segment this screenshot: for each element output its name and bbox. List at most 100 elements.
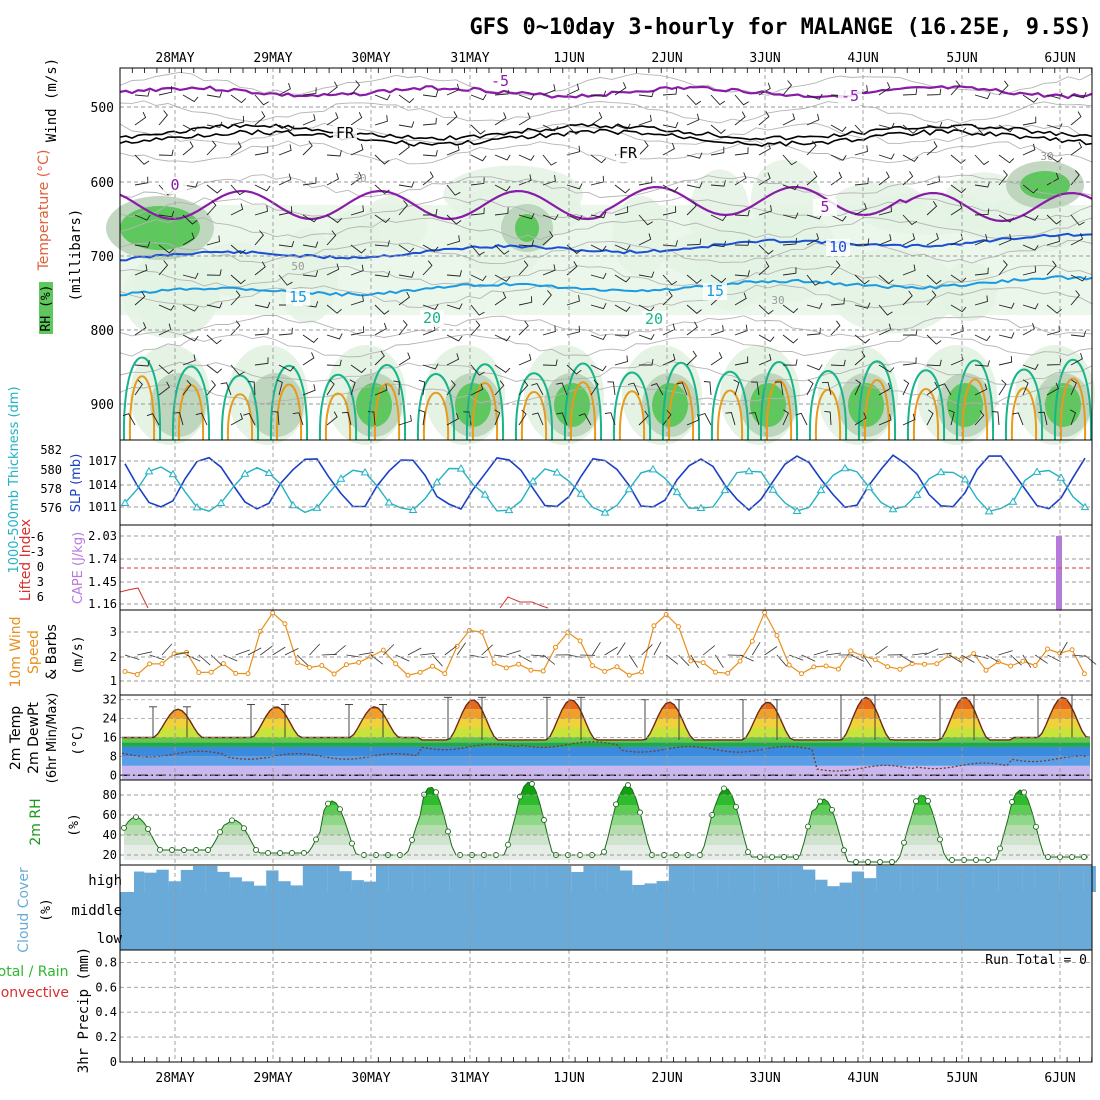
wind-speed-marker — [737, 658, 743, 664]
wind-barb — [1046, 172, 1059, 186]
wind-barb-10m — [813, 650, 829, 656]
date-label-bottom: 4JUN — [847, 1071, 878, 1086]
wind-barb — [974, 410, 985, 426]
wind-barb — [638, 271, 655, 278]
rh-marker — [241, 825, 247, 832]
wind-barb — [182, 124, 199, 132]
wind-speed-marker — [725, 670, 731, 676]
cloud-high-bar — [1034, 866, 1048, 892]
rh-marker — [937, 836, 943, 843]
precip-tick-label: 0.8 — [95, 955, 117, 969]
rh-contour — [119, 216, 1093, 241]
rh-contour — [119, 240, 1093, 265]
wind-barb — [518, 353, 532, 366]
wind-barb — [590, 303, 607, 310]
wind-barb — [662, 142, 675, 156]
temp-contour-20 — [808, 370, 848, 441]
wind10-axis-label: 10m Wind — [8, 616, 24, 687]
wind-barb — [398, 291, 410, 306]
contour-label-bg — [420, 310, 444, 327]
cloud-high-bar — [376, 866, 389, 892]
wind-barb — [292, 412, 304, 426]
wind-barb-10m — [198, 654, 211, 666]
wind-barb — [134, 214, 151, 221]
contour-label-bg — [826, 239, 850, 256]
thickness-marker — [864, 482, 874, 491]
wind-barb — [830, 260, 841, 276]
wind-barb — [350, 326, 365, 336]
thickness-marker — [840, 463, 850, 472]
thickness-marker — [576, 489, 586, 497]
wind-barb — [878, 304, 893, 316]
wind-barb — [542, 359, 558, 366]
wind-barb — [158, 381, 170, 396]
wind-barb-10m — [998, 650, 1013, 656]
slp-axis-label: SLP (mb) — [69, 454, 84, 513]
contour-label: -5 — [491, 72, 509, 90]
wind-axis-label: Wind (m/s) — [44, 58, 60, 142]
thickness-tick-label: 582 — [40, 443, 62, 457]
wind-barb — [326, 214, 343, 224]
wind-speed-marker — [307, 665, 312, 671]
cloud-high-bar — [803, 869, 816, 892]
wind-barb — [302, 87, 317, 96]
wind-barb — [254, 357, 269, 366]
wind-barb-10m — [1059, 641, 1068, 656]
date-label-bottom: 3JUN — [749, 1071, 780, 1086]
temp-color-band — [122, 742, 1090, 747]
wind-barb — [902, 170, 914, 186]
cloud-high-bar — [254, 885, 267, 892]
temp-contour-20 — [416, 373, 456, 441]
wind-barb — [1046, 214, 1062, 225]
wind-speed-marker — [922, 661, 927, 667]
thickness-marker — [216, 498, 226, 506]
wind-barb — [998, 214, 1015, 223]
wind-barb — [158, 323, 172, 336]
wind-barb — [542, 154, 557, 166]
wind-barb — [248, 380, 256, 396]
wind-barb — [734, 324, 748, 336]
wind-barb — [470, 304, 485, 316]
temp-tick-label: 24 — [103, 712, 117, 726]
contour-label: FR — [336, 124, 355, 142]
rh-marker — [757, 854, 763, 860]
wind-barb — [590, 334, 607, 341]
rh-legend-swatch — [39, 282, 53, 334]
wind-barb — [418, 379, 426, 396]
wind-barb — [302, 114, 316, 126]
wind-barb — [749, 412, 760, 426]
wind-barb — [1022, 322, 1035, 336]
wind-barb — [230, 115, 245, 126]
wind-barb — [158, 364, 174, 375]
rh-marker — [721, 785, 727, 792]
thickness-marker — [120, 498, 130, 506]
wind-barb — [638, 140, 649, 156]
wind-speed-marker — [220, 661, 226, 667]
wind-barb — [1012, 412, 1024, 426]
wind-barb — [758, 172, 771, 186]
wind-barb — [419, 409, 426, 426]
rh-color-band — [124, 805, 1090, 815]
temp-contour-20 — [122, 356, 162, 441]
wind-barb — [806, 274, 821, 286]
wind-barb — [398, 352, 411, 366]
wind-speed-marker — [577, 638, 583, 644]
wind-barb-10m — [284, 648, 299, 656]
rh-marker — [793, 854, 799, 860]
thickness-tick-label: 580 — [40, 463, 62, 477]
pressure-axis-label: (millibars) — [68, 209, 84, 302]
temp-contour-orange — [1059, 377, 1087, 441]
rh-contour — [119, 361, 1093, 385]
temp-contour-20 — [857, 360, 897, 441]
wind-barb-10m — [912, 652, 928, 656]
wind-barb — [703, 381, 712, 396]
wind-barb — [1022, 265, 1037, 276]
wind-barb — [278, 327, 293, 336]
wind-barb — [710, 352, 723, 366]
temp-contour-20 — [318, 374, 358, 441]
thickness-marker — [336, 474, 346, 482]
wind-barb — [991, 411, 1000, 426]
wind-barb-10m — [924, 648, 939, 656]
wind-barb — [463, 411, 472, 426]
thickness-marker — [816, 485, 826, 494]
